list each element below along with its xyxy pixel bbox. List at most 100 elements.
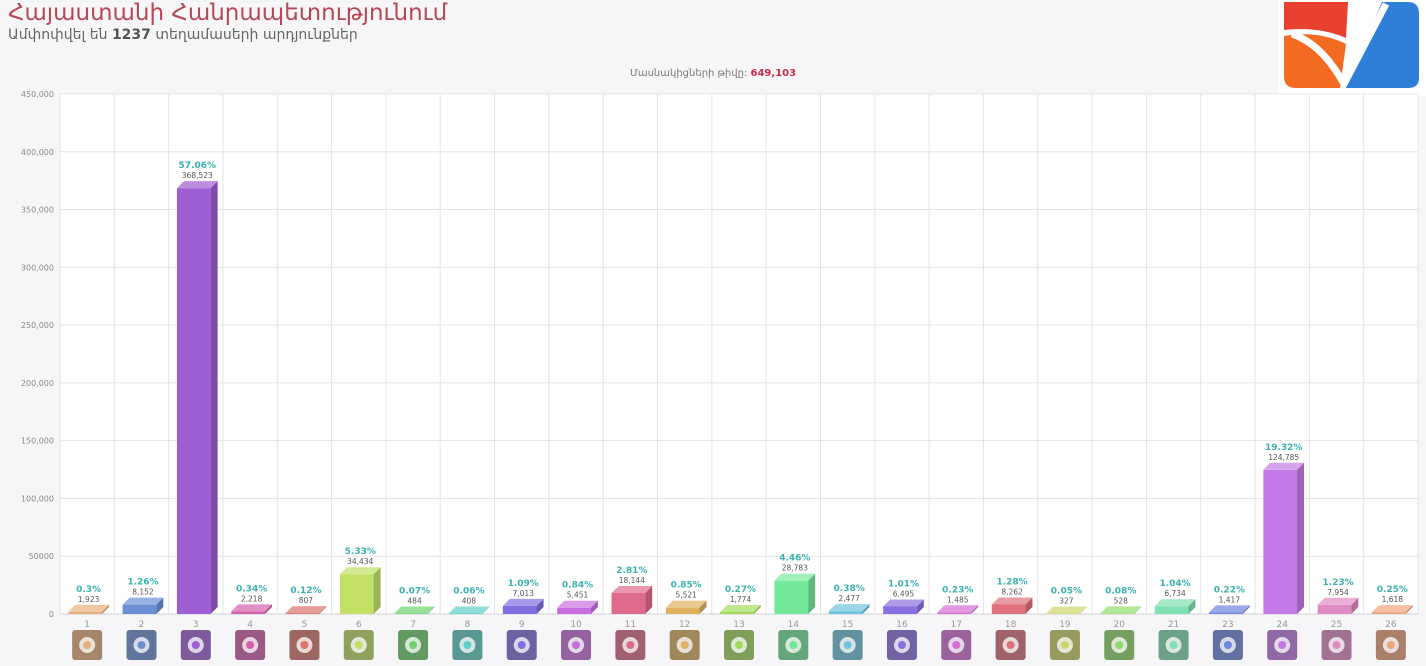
x-tick-label: 8 bbox=[465, 620, 471, 630]
bar bbox=[394, 606, 435, 614]
value-label: 2,218 bbox=[241, 594, 263, 603]
bar-front bbox=[611, 593, 646, 614]
x-tick-label: 9 bbox=[519, 620, 525, 630]
x-tick-label: 13 bbox=[733, 620, 744, 630]
bar-top bbox=[883, 599, 924, 607]
mountain-wordmark-logo-icon bbox=[561, 630, 592, 660]
bar bbox=[176, 181, 218, 615]
y-tick-label: 450,000 bbox=[21, 90, 54, 99]
bar-side bbox=[1079, 606, 1087, 614]
percent-label: 1.09% bbox=[508, 579, 539, 589]
percent-label: 0.34% bbox=[236, 584, 267, 594]
bar-top bbox=[68, 604, 109, 612]
bar-top bbox=[1372, 605, 1413, 613]
bar-side bbox=[753, 604, 761, 614]
percent-label: 1.04% bbox=[1159, 579, 1190, 589]
y-tick-label: 100,000 bbox=[21, 494, 54, 503]
percent-label: 1.01% bbox=[888, 579, 919, 589]
ornament-logo-icon bbox=[615, 630, 646, 660]
value-label: 5,451 bbox=[567, 591, 589, 600]
value-label: 1,923 bbox=[78, 595, 100, 604]
percent-label: 0.38% bbox=[834, 584, 865, 594]
bar bbox=[828, 604, 870, 614]
green-badge-logo-icon bbox=[941, 630, 972, 660]
bar-front bbox=[557, 607, 591, 614]
bar-front bbox=[339, 574, 374, 614]
bar bbox=[611, 586, 653, 614]
bar bbox=[1263, 462, 1305, 614]
x-tick-label: 23 bbox=[1222, 620, 1233, 630]
gear-logo-icon bbox=[669, 630, 700, 660]
percent-label: 0.3% bbox=[76, 585, 101, 595]
bar bbox=[122, 597, 164, 614]
bar bbox=[937, 605, 979, 614]
bar bbox=[557, 600, 598, 614]
percent-label: 57.06% bbox=[179, 161, 217, 171]
bar bbox=[1154, 599, 1196, 614]
percent-label: 19.32% bbox=[1265, 443, 1303, 453]
swirl-logo-icon bbox=[126, 630, 157, 660]
bar-top bbox=[1046, 606, 1087, 614]
y-tick-label: 0 bbox=[49, 610, 54, 619]
bar-side bbox=[808, 573, 816, 614]
bar-top bbox=[394, 606, 435, 614]
bar-side bbox=[916, 599, 924, 614]
line-logo-icon bbox=[995, 630, 1026, 660]
bar bbox=[883, 599, 924, 614]
crest-logo-icon bbox=[235, 630, 266, 660]
bar-top bbox=[665, 600, 707, 608]
grid bbox=[59, 93, 1419, 615]
bar bbox=[1372, 605, 1413, 614]
percent-label: 0.05% bbox=[1051, 587, 1082, 597]
x-tick-label: 25 bbox=[1331, 620, 1342, 630]
x-tick-label: 24 bbox=[1276, 620, 1288, 630]
subtitle-count: 1237 bbox=[111, 27, 151, 43]
bar-side bbox=[1351, 597, 1359, 614]
banner-logo-icon bbox=[724, 630, 754, 660]
y-tick-label: 300,000 bbox=[21, 263, 54, 272]
bar-front bbox=[774, 580, 809, 614]
bar-front bbox=[122, 604, 157, 614]
page-subtitle: Ամփոփվել են 1237 տեղամասերի արդյունքներ bbox=[8, 27, 447, 43]
bar-front bbox=[1046, 613, 1080, 615]
bar bbox=[68, 604, 109, 614]
percent-label: 0.22% bbox=[1214, 585, 1245, 595]
value-label: 1,618 bbox=[1382, 595, 1404, 604]
y-tick-label: 350,000 bbox=[21, 206, 54, 215]
bar-front bbox=[285, 613, 320, 614]
bar-top bbox=[1100, 606, 1142, 614]
participants-total: Մասնակիցների թիվը: 649,103 bbox=[0, 68, 1426, 79]
bar-front bbox=[1372, 612, 1406, 614]
x-tick-label: 6 bbox=[356, 620, 362, 630]
bar-top bbox=[176, 181, 218, 189]
bar bbox=[665, 600, 707, 614]
bar-top bbox=[285, 606, 327, 614]
navy-square-logo-icon bbox=[180, 630, 211, 660]
bar-side bbox=[373, 567, 381, 614]
participants-label: Մասնակիցների թիվը: bbox=[629, 68, 748, 79]
bar-front bbox=[1100, 613, 1135, 614]
bar-top bbox=[1317, 597, 1359, 605]
x-tick-label: 5 bbox=[302, 620, 308, 630]
bar-front bbox=[176, 188, 211, 615]
bar-top bbox=[502, 598, 544, 606]
bar-front bbox=[231, 611, 265, 614]
bar-top bbox=[231, 604, 272, 612]
star-wordmark-logo-icon bbox=[343, 630, 374, 660]
value-label: 408 bbox=[462, 597, 477, 606]
x-tick-label: 18 bbox=[1005, 620, 1017, 630]
bar bbox=[1046, 606, 1087, 615]
y-tick-label: 150,000 bbox=[21, 437, 54, 446]
purple-square-logo-icon bbox=[506, 630, 537, 660]
header: Հայաստանի Հանրապետությունում Ամփոփվել են… bbox=[8, 0, 447, 43]
bar bbox=[448, 606, 490, 615]
bar-front bbox=[448, 613, 483, 615]
percent-label: 5.33% bbox=[345, 547, 376, 557]
bar-front bbox=[394, 613, 428, 614]
percent-label: 0.08% bbox=[1105, 586, 1136, 596]
bar-front bbox=[1263, 469, 1298, 614]
bar-front bbox=[1317, 604, 1352, 614]
bar-top bbox=[828, 604, 870, 612]
bar-top bbox=[991, 597, 1033, 605]
